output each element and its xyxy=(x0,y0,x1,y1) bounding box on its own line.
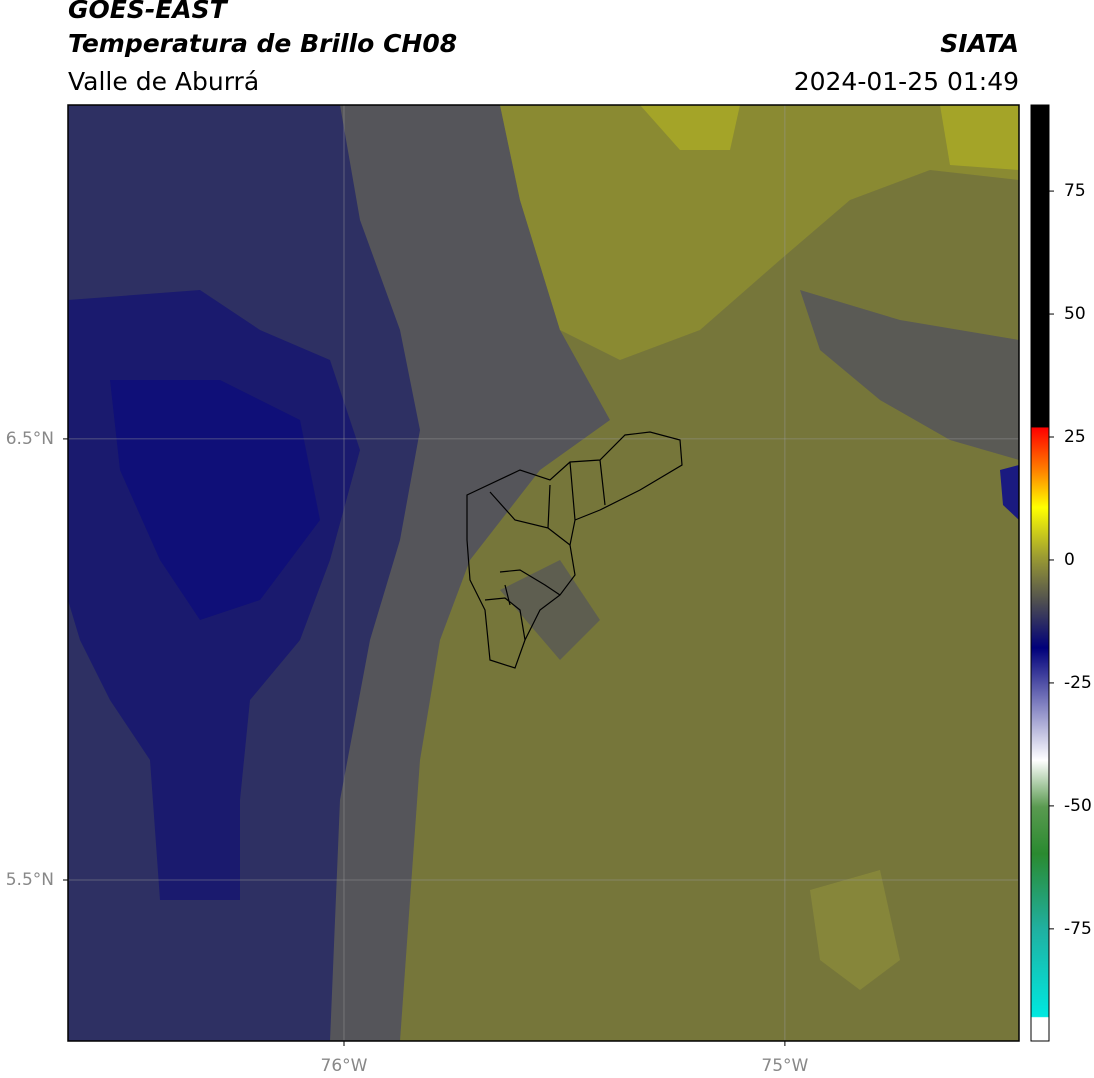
colorbar xyxy=(1030,104,1050,1042)
colorbar-ticks: -75 -50 -25 0 25 50 75 xyxy=(1049,181,1092,939)
colorbar-tick-label: 75 xyxy=(1064,181,1086,201)
colorbar-tick-label: 25 xyxy=(1064,427,1086,447)
grid xyxy=(68,105,1019,1041)
header: GOES-EAST Temperatura de Brillo CH08 Val… xyxy=(68,0,1019,96)
y-tick-label: 6.5°N xyxy=(6,429,54,449)
map-field xyxy=(68,105,1019,1041)
colorbar-tick-label: -75 xyxy=(1064,919,1092,939)
title: GOES-EAST xyxy=(68,0,229,24)
region: Valle de Aburrá xyxy=(68,67,259,96)
subtitle: Temperatura de Brillo CH08 xyxy=(68,29,457,58)
x-tick-label: 75°W xyxy=(761,1056,808,1076)
colorbar-tick-label: -25 xyxy=(1064,673,1092,693)
agency: SIATA xyxy=(940,29,1019,58)
colorbar-tick-label: 50 xyxy=(1064,304,1086,324)
colorbar-tick-label: 0 xyxy=(1064,550,1075,570)
timestamp: 2024-01-25 01:49 xyxy=(794,67,1019,96)
valley-boundary xyxy=(466,431,683,669)
y-tick-label: 5.5°N xyxy=(6,870,54,890)
colorbar-tick-label: -50 xyxy=(1064,796,1092,816)
map-frame xyxy=(67,104,1020,1042)
x-tick-label: 76°W xyxy=(321,1056,368,1076)
